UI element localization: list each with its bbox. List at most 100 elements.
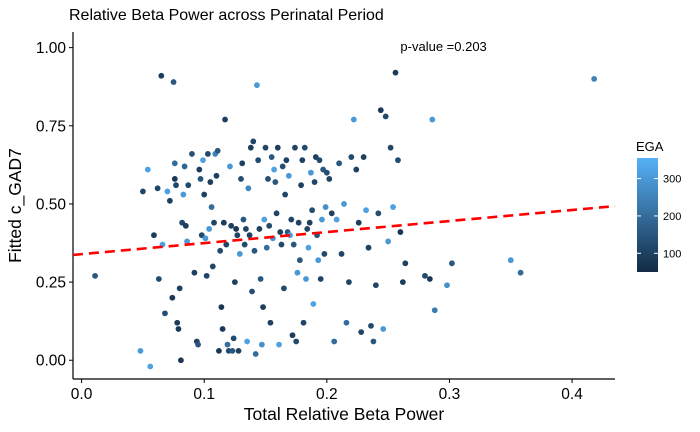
data-point	[322, 204, 329, 210]
data-point	[235, 347, 242, 354]
data-point	[390, 204, 396, 210]
data-point	[214, 147, 221, 154]
data-point	[227, 163, 233, 170]
x-tick-label: 0.2	[316, 386, 338, 403]
data-point	[189, 151, 195, 157]
data-point	[266, 222, 273, 229]
data-point	[217, 247, 224, 254]
data-point	[293, 338, 300, 345]
y-axis-title: Fitted c_GAD7	[5, 148, 26, 263]
data-point	[372, 282, 379, 289]
data-point	[431, 307, 438, 314]
data-point	[155, 276, 162, 282]
data-point	[222, 116, 228, 123]
data-point	[169, 294, 176, 301]
y-tick-label: 0.25	[36, 275, 66, 292]
data-point	[213, 172, 220, 179]
data-point	[175, 326, 182, 332]
data-point	[218, 304, 225, 310]
data-point	[255, 157, 262, 164]
data-point	[317, 276, 324, 282]
data-point	[170, 79, 177, 85]
data-point	[230, 335, 237, 342]
data-point	[203, 272, 210, 279]
plot-area: 0.00 0.25 0.50 0.75 1.00 0.0 0.1 0.2 0.3 0.4 p-val…	[36, 32, 616, 403]
data-point	[274, 144, 281, 151]
data-point	[298, 182, 304, 189]
data-point	[166, 197, 173, 204]
data-point	[348, 154, 355, 160]
data-point	[358, 329, 365, 336]
data-point	[277, 229, 284, 235]
data-point	[449, 260, 455, 267]
data-point	[300, 319, 307, 326]
data-point	[444, 282, 450, 289]
data-point	[399, 279, 406, 285]
data-point	[517, 269, 524, 276]
data-point	[180, 191, 187, 198]
data-point	[234, 232, 241, 239]
data-point	[195, 341, 201, 348]
data-point	[229, 347, 236, 354]
p-value-annotation: p-value =0.203	[400, 39, 486, 54]
data-point	[208, 204, 215, 210]
data-point	[254, 82, 260, 89]
data-point	[382, 113, 389, 120]
data-point	[178, 357, 184, 364]
data-point	[137, 347, 144, 354]
data-point	[282, 191, 289, 198]
data-point	[377, 107, 384, 114]
data-point	[380, 326, 387, 332]
data-point	[507, 257, 514, 264]
data-point	[196, 166, 203, 173]
data-point	[171, 160, 178, 167]
data-point	[363, 207, 369, 214]
data-point	[338, 251, 345, 257]
data-point	[319, 216, 325, 223]
data-point	[191, 269, 198, 276]
data-point	[171, 176, 178, 182]
data-point	[283, 157, 290, 164]
data-point	[281, 285, 287, 292]
data-point	[328, 210, 335, 217]
data-point	[289, 332, 296, 339]
data-point	[239, 160, 246, 167]
data-point	[591, 75, 598, 82]
data-point	[219, 326, 226, 332]
data-point	[207, 179, 214, 185]
data-point	[292, 144, 298, 151]
data-point	[387, 144, 394, 151]
data-point	[182, 222, 189, 229]
y-tick-label: 0.50	[36, 196, 67, 213]
data-point	[323, 169, 330, 176]
data-point	[397, 229, 404, 235]
x-tick-label: 0.0	[71, 386, 93, 403]
data-point	[174, 319, 181, 326]
data-point	[216, 347, 222, 354]
data-point	[228, 222, 235, 229]
data-point	[301, 144, 308, 151]
data-point	[290, 241, 297, 248]
data-point	[202, 235, 209, 242]
data-point	[158, 72, 165, 79]
data-point	[267, 319, 274, 326]
trend-line	[72, 204, 616, 257]
data-point	[336, 160, 342, 167]
data-point	[296, 257, 303, 264]
data-point	[185, 182, 192, 189]
data-point	[233, 226, 239, 232]
data-point	[309, 207, 316, 214]
data-point	[243, 226, 249, 232]
x-tick-label: 0.3	[439, 386, 461, 403]
data-point	[181, 163, 188, 170]
data-point	[224, 341, 231, 348]
data-point	[257, 276, 264, 282]
data-point	[240, 216, 247, 223]
data-point	[429, 116, 436, 123]
data-point	[360, 154, 367, 160]
data-point	[346, 279, 352, 285]
x-tick-label: 0.4	[561, 386, 583, 403]
data-point	[263, 244, 270, 251]
data-point	[265, 176, 271, 182]
